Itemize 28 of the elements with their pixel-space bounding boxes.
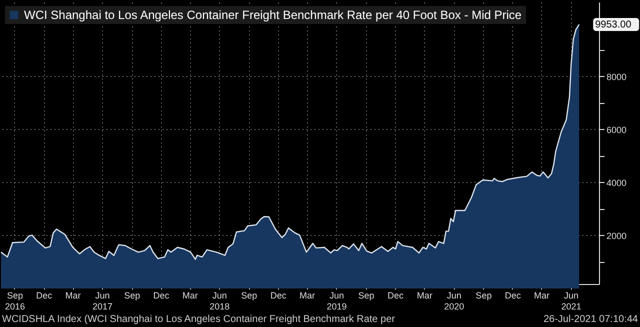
x-tick-label: Jun 2019 — [326, 290, 347, 312]
x-tick-label: Mar — [416, 290, 432, 300]
x-tick-label: Mar — [299, 290, 315, 300]
x-tick-label: Jun 2018 — [210, 290, 230, 312]
text: 26-Jul-2021 07:10:44 — [543, 313, 638, 326]
x-tick-label: Jun 2017 — [92, 290, 113, 312]
x-tick-label: Mar — [65, 290, 81, 300]
x-tick-label: Sep — [476, 290, 492, 300]
x-tick-label: Mar — [182, 290, 198, 300]
x-tick-label: Dec — [504, 290, 522, 300]
x-tick-label: Dec — [36, 290, 53, 300]
x-tick-label: Sep — [124, 290, 140, 300]
y-tick-label: 2000 — [606, 230, 627, 241]
y-tick-label: 8000 — [606, 72, 627, 82]
x-tick-label: Dec — [153, 290, 170, 300]
legend-label: WCI Shanghai to Los Angeles Container Freight Benchmark Rate per 40 Foot Box - Mid Price — [24, 8, 522, 22]
annotation: 9953.00 — [595, 19, 632, 30]
x-tick-label: Jun 2020 — [444, 290, 464, 312]
x-tick-label: Sep — [358, 290, 374, 300]
x-tick-label: Dec — [387, 290, 404, 300]
x-tick-label: Sep 2016 — [4, 290, 25, 312]
y-tick-label: 6000 — [606, 124, 627, 135]
x-tick-label: Sep — [241, 290, 258, 300]
y-tick-label: 4000 — [606, 178, 627, 188]
text: WCIDSHLA Index (WCI Shanghai to Los Angeles Container Freight Benchmark Rate per — [2, 313, 395, 326]
x-tick-label: Dec — [270, 290, 287, 300]
x-tick-label: Jun 2021 — [561, 290, 582, 312]
x-tick-label: Mar — [534, 290, 550, 300]
